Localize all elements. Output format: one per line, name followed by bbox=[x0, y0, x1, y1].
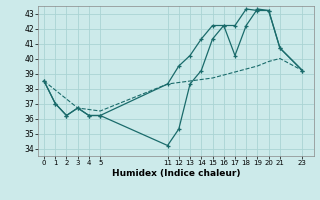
X-axis label: Humidex (Indice chaleur): Humidex (Indice chaleur) bbox=[112, 169, 240, 178]
